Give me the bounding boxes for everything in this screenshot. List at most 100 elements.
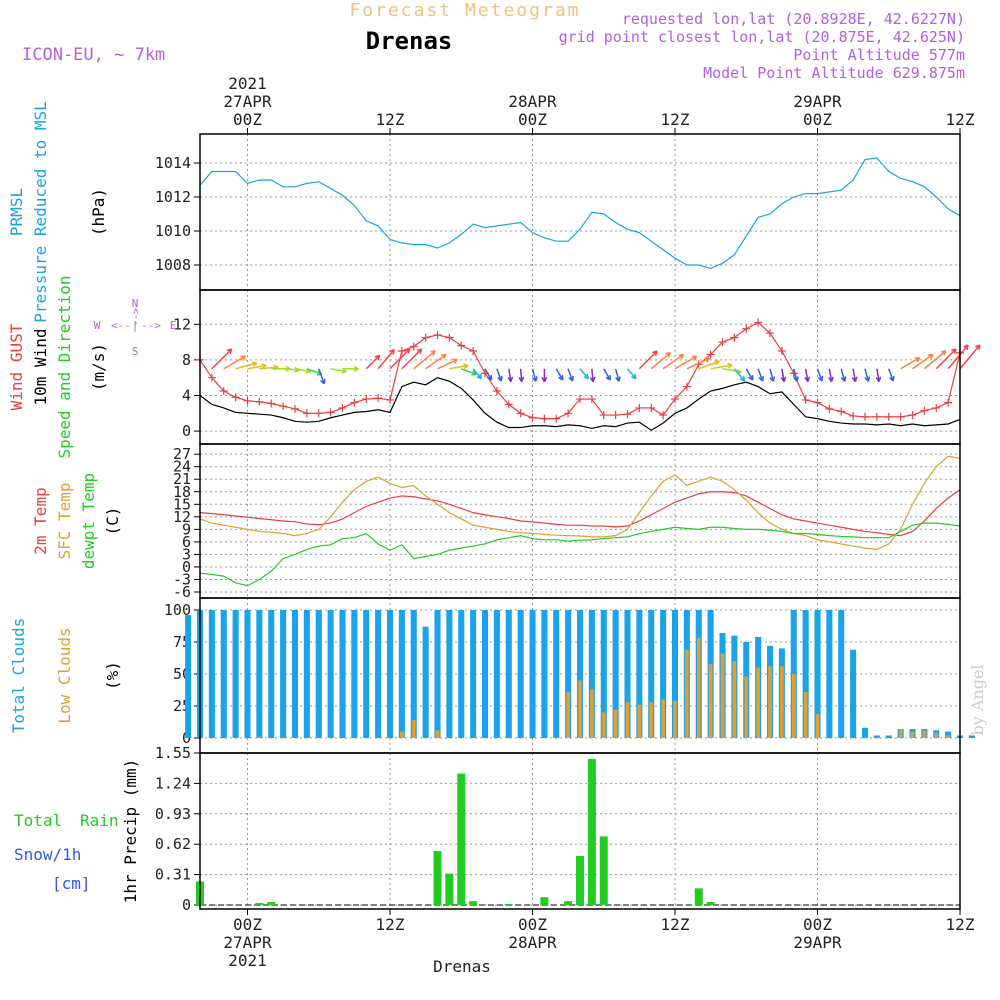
top-time-label: 00Z (803, 110, 832, 129)
total-cloud-bar (814, 610, 821, 738)
top-time-label: 00Z (518, 110, 547, 129)
precip-bar (255, 903, 264, 905)
gust-marker (279, 402, 288, 411)
y-tick-label: 1.55 (155, 744, 191, 762)
wind-arrow (283, 368, 300, 371)
gust-marker (635, 403, 644, 412)
low-cloud-bar (601, 712, 606, 738)
total-cloud-bar (303, 610, 310, 738)
y-tick-label: 12 (173, 508, 191, 526)
top-time-label: 2021 (228, 74, 267, 93)
wind-panel: 0 4 8 12 Wind GUST 10m Wind Speed and Directio… (7, 275, 981, 459)
total-cloud-bar (375, 610, 382, 738)
wind-arrow-head (541, 376, 548, 383)
low-cloud-bar (946, 735, 950, 738)
y-tick-label: 0 (182, 896, 191, 914)
total-cloud-bar (565, 610, 572, 738)
bottom-time-label: 00Z (803, 915, 832, 934)
wind-arrow (472, 368, 483, 380)
wind-arrow-head (471, 370, 477, 376)
wind-arrow (531, 368, 537, 382)
low-cloud-bar (803, 691, 808, 738)
top-time-label: 27APR (223, 92, 272, 111)
wind-arrow (211, 348, 233, 370)
gust-marker (920, 406, 929, 415)
wind-arrow (484, 368, 493, 381)
axis-label: Wind GUST (7, 323, 26, 410)
low-cloud-bar (685, 649, 689, 738)
total-cloud-bar (327, 610, 334, 738)
bottom-time-label: 00Z (518, 915, 547, 934)
total-cloud-bar (505, 610, 512, 738)
total-cloud-bar (386, 610, 394, 738)
gust-marker (837, 407, 846, 416)
low-cloud-bar (922, 730, 927, 738)
wind-arrow-head (476, 373, 483, 380)
low-cloud-bar (898, 729, 903, 738)
total-cloud-bar (470, 610, 477, 738)
gust-marker (825, 404, 834, 413)
wind-arrow-head (665, 351, 672, 358)
wind-arrow (567, 368, 574, 382)
wind-arrow-head (463, 363, 469, 370)
wind-arrow-head (497, 375, 503, 382)
gust-marker (243, 396, 252, 405)
low-cloud-bar (720, 653, 725, 738)
wind-arrow (876, 368, 880, 382)
wind-arrow (413, 350, 436, 370)
wind-arrow-head (353, 365, 359, 372)
y-tick-label: 100 (164, 601, 191, 619)
y-tick-label: 1014 (155, 154, 191, 172)
y-tick-label: 0 (182, 558, 191, 576)
wind-arrow-head (507, 376, 514, 383)
precip-bar (540, 897, 549, 905)
wind-arrow-head (951, 348, 957, 354)
total-cloud-bar (885, 735, 892, 738)
compass-arrow-left: <-- (111, 319, 131, 332)
wind-arrow (804, 368, 809, 382)
gust-marker (504, 400, 513, 409)
total-cloud-bar (873, 735, 880, 738)
wind-arrow-head (374, 354, 381, 361)
precip-bar (504, 904, 513, 905)
gust-marker (552, 414, 561, 423)
pressure-labels: PRMSL Pressure Reduced to MSL (hPa) (7, 101, 108, 323)
gust-marker (386, 395, 394, 404)
wind-arrow-head (615, 376, 621, 382)
y-tick-label: 3 (182, 545, 191, 563)
total-cloud-bar (493, 610, 500, 738)
total-cloud-bar (291, 610, 299, 738)
bottom-time-label: 12Z (661, 915, 690, 934)
total-cloud-bar (802, 610, 809, 738)
gust-marker (872, 412, 881, 421)
wind-arrow (449, 364, 469, 370)
location-title: Drenas (366, 27, 453, 55)
gust-marker (896, 412, 905, 421)
wind-arrow (294, 368, 311, 373)
total-cloud-bar (280, 610, 287, 738)
total-cloud-bar (398, 610, 405, 738)
gust-marker (706, 350, 715, 359)
low-cloud-bar (673, 700, 677, 738)
wind-arrow (923, 350, 947, 370)
wind-arrow-head (875, 376, 882, 383)
wind-arrow-head (804, 376, 811, 383)
low-cloud-bar (435, 730, 440, 738)
total-cloud-bar (185, 615, 192, 738)
rain-label: Rain (80, 811, 119, 830)
total-cloud-bar (481, 610, 489, 738)
total-cloud-bar (244, 610, 251, 738)
axis-label: (m/s) (89, 343, 108, 391)
wind-arrow-head (240, 355, 247, 361)
wind-arrow-head (568, 375, 574, 382)
total-cloud-bar (576, 610, 584, 738)
wind-arrow (733, 368, 746, 382)
wind-arrow (603, 368, 611, 381)
bottom-time-label: 28APR (508, 933, 557, 952)
low-cloud-bar (613, 709, 618, 738)
wind-arrow (745, 368, 754, 381)
total-cloud-bar (648, 610, 655, 738)
wind-arrow-head (828, 376, 834, 383)
